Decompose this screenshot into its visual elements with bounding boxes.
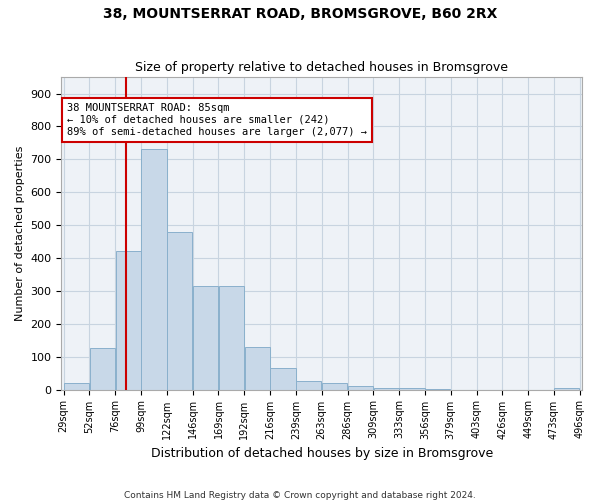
Bar bbox=[400, 388, 425, 390]
Bar bbox=[554, 388, 580, 390]
Text: 38, MOUNTSERRAT ROAD, BROMSGROVE, B60 2RX: 38, MOUNTSERRAT ROAD, BROMSGROVE, B60 2R… bbox=[103, 8, 497, 22]
Bar bbox=[348, 386, 373, 390]
Bar bbox=[219, 286, 244, 390]
Text: 38 MOUNTSERRAT ROAD: 85sqm
← 10% of detached houses are smaller (242)
89% of sem: 38 MOUNTSERRAT ROAD: 85sqm ← 10% of deta… bbox=[67, 104, 367, 136]
Bar bbox=[116, 252, 141, 390]
X-axis label: Distribution of detached houses by size in Bromsgrove: Distribution of detached houses by size … bbox=[151, 447, 493, 460]
Bar bbox=[374, 388, 399, 390]
Text: Contains HM Land Registry data © Crown copyright and database right 2024.: Contains HM Land Registry data © Crown c… bbox=[124, 490, 476, 500]
Bar bbox=[296, 382, 322, 390]
Bar bbox=[322, 383, 347, 390]
Y-axis label: Number of detached properties: Number of detached properties bbox=[15, 146, 25, 321]
Title: Size of property relative to detached houses in Bromsgrove: Size of property relative to detached ho… bbox=[135, 62, 508, 74]
Bar bbox=[167, 232, 193, 390]
Bar bbox=[142, 150, 167, 390]
Bar bbox=[193, 286, 218, 390]
Bar bbox=[425, 389, 451, 390]
Bar bbox=[245, 347, 270, 390]
Bar bbox=[64, 383, 89, 390]
Bar bbox=[271, 368, 296, 390]
Bar bbox=[90, 348, 115, 390]
